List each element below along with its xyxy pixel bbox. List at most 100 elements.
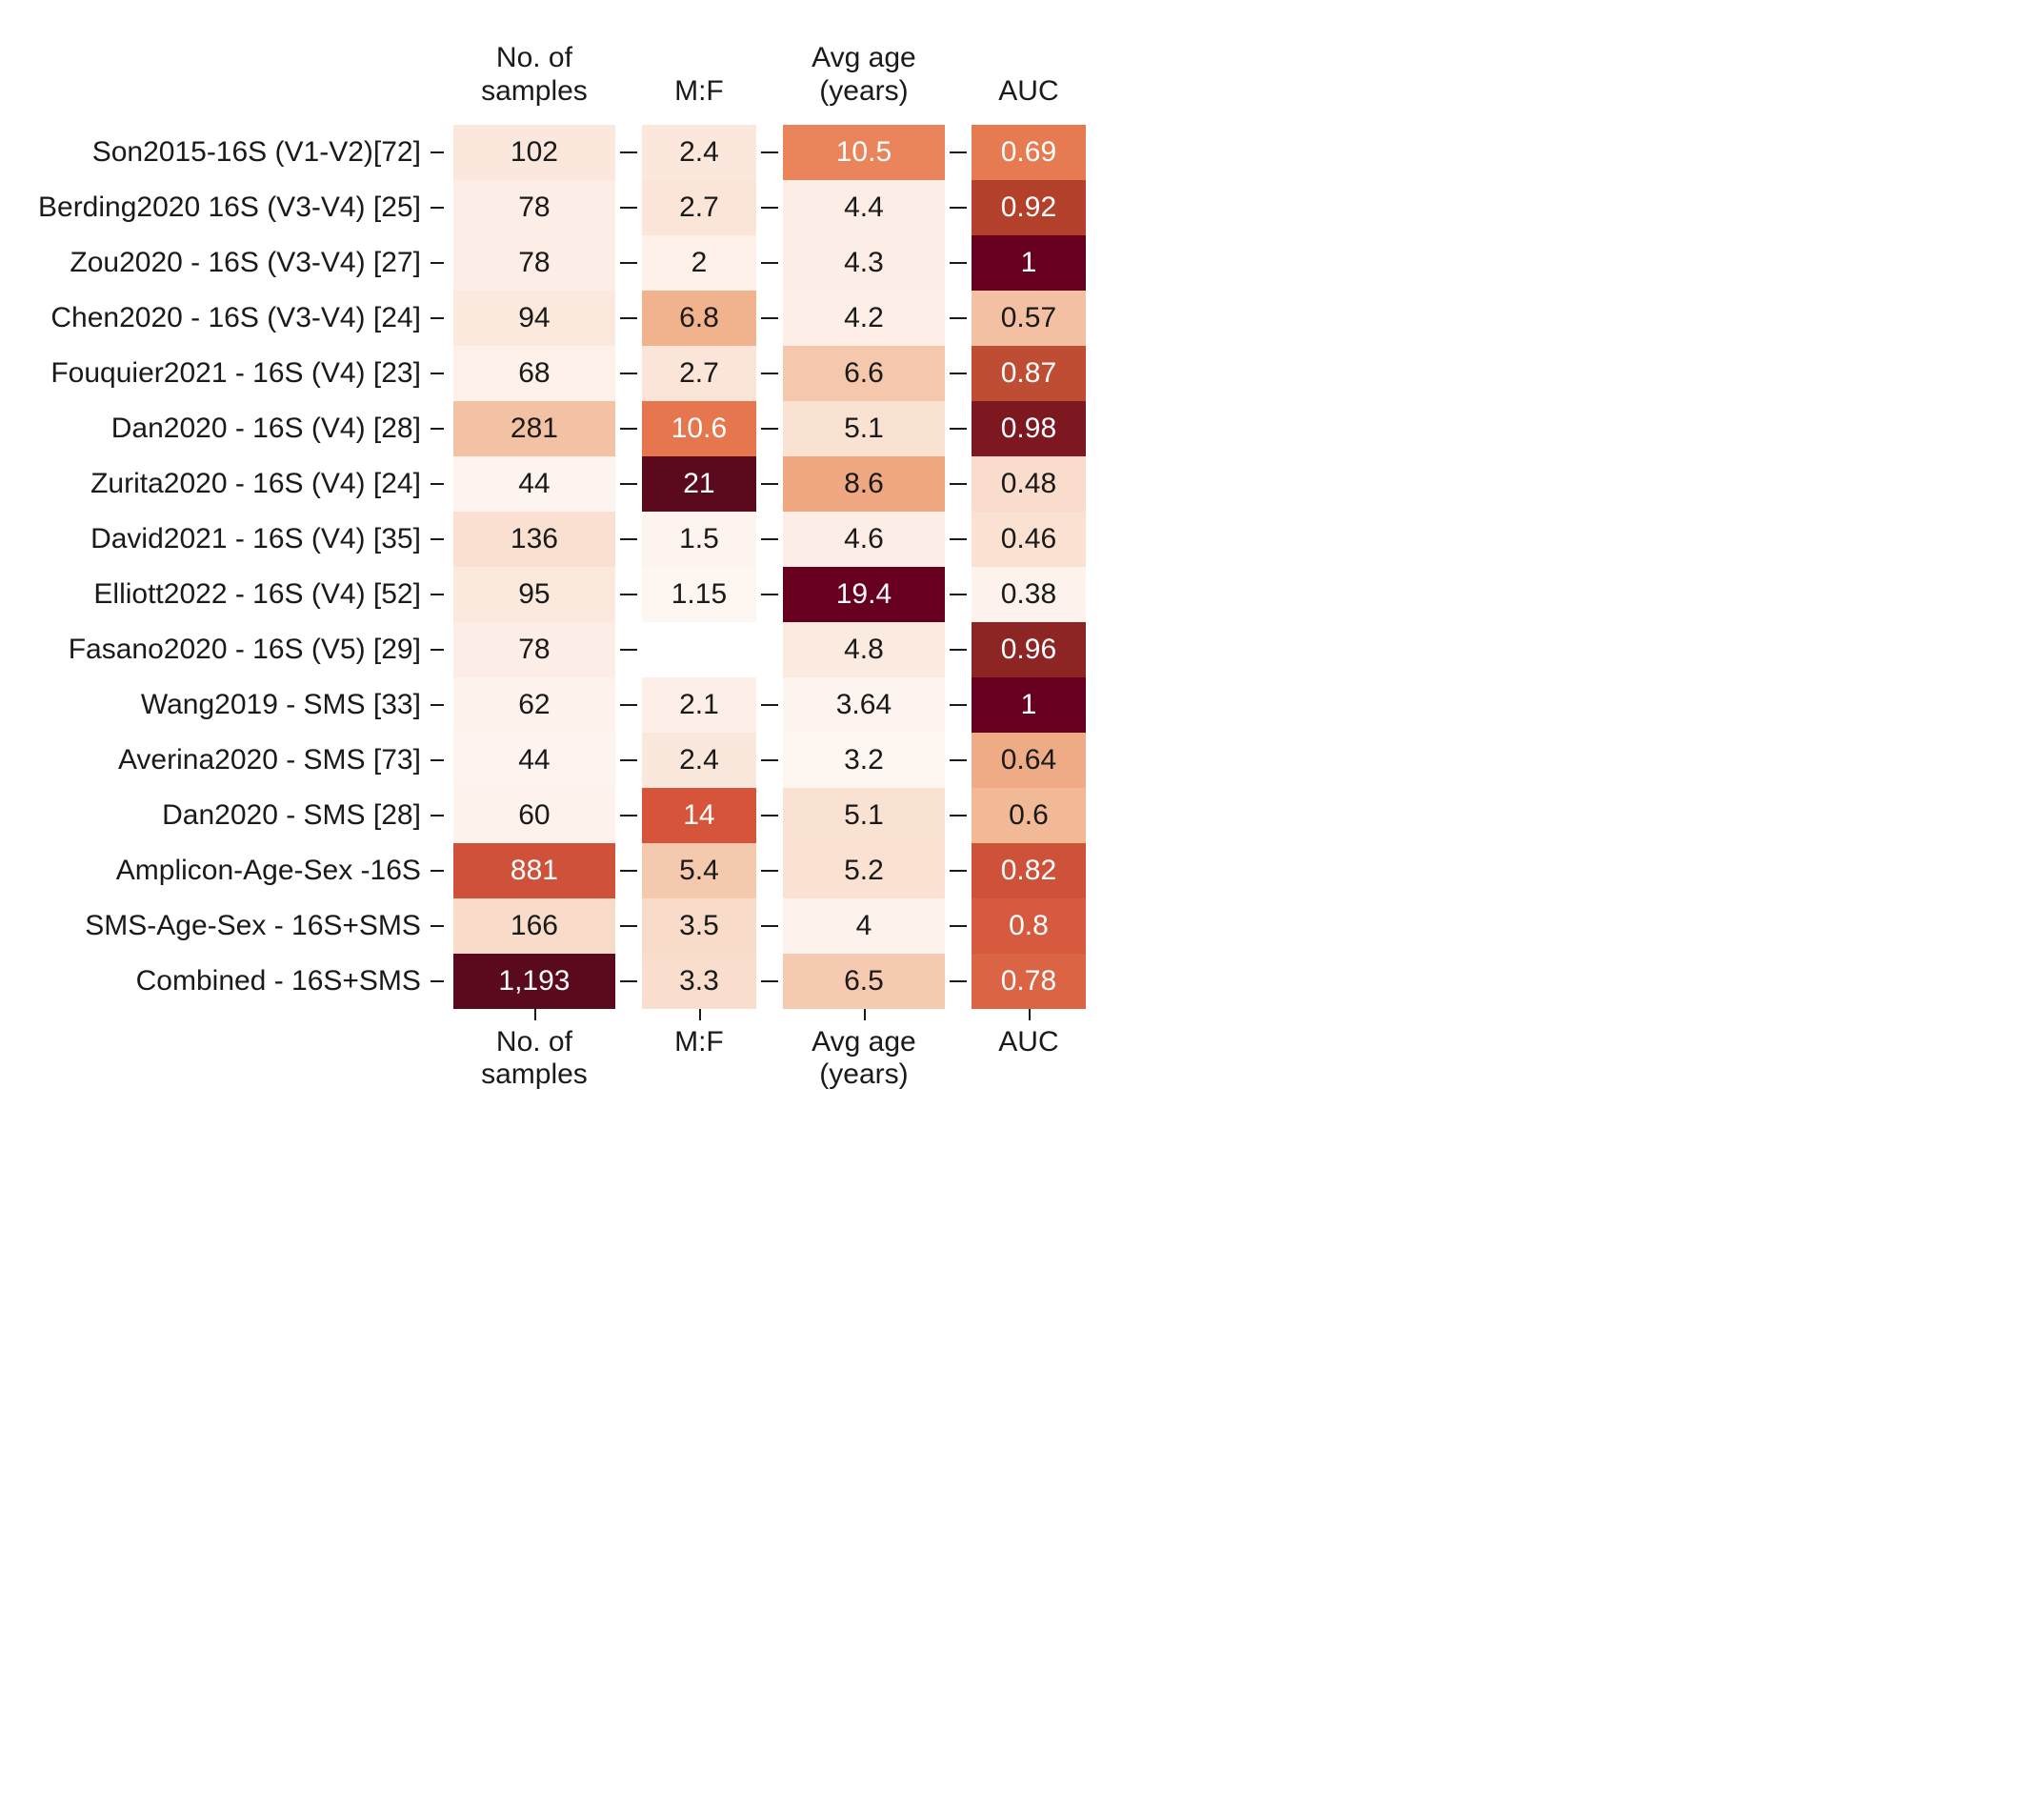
row-tick xyxy=(431,980,444,982)
row-tick xyxy=(431,704,444,706)
tick-dash xyxy=(761,428,778,430)
tick-dash xyxy=(620,207,637,209)
tick-dash xyxy=(761,373,778,374)
row-label: Fouquier2021 - 16S (V4) [23] xyxy=(38,346,453,401)
row-label-text: Berding2020 16S (V3-V4) [25] xyxy=(38,191,421,224)
row-tick xyxy=(431,594,444,595)
tick-dash xyxy=(620,594,637,595)
cell-age: 4 xyxy=(783,898,945,954)
between-tick xyxy=(945,733,972,788)
between-tick xyxy=(615,125,642,180)
row-label: Amplicon-Age-Sex -16S xyxy=(38,843,453,898)
tick-dash xyxy=(761,759,778,761)
between-tick xyxy=(615,622,642,677)
cell-mf: 2.1 xyxy=(642,677,756,733)
tick-dash xyxy=(950,538,967,540)
cell-auc: 1 xyxy=(972,677,1086,733)
between-tick xyxy=(615,235,642,291)
cell-mf: 2.4 xyxy=(642,125,756,180)
tick-dash xyxy=(620,373,637,374)
cell-auc: 0.6 xyxy=(972,788,1086,843)
between-tick xyxy=(945,622,972,677)
cell-mf xyxy=(642,622,756,677)
cell-age: 5.2 xyxy=(783,843,945,898)
cell-samples: 44 xyxy=(453,733,615,788)
row-label-text: Wang2019 - SMS [33] xyxy=(141,689,421,721)
row-label: Combined - 16S+SMS xyxy=(38,954,453,1009)
cell-mf: 10.6 xyxy=(642,401,756,456)
tick-dash xyxy=(950,649,967,651)
tick-dash xyxy=(620,815,637,816)
between-tick xyxy=(756,346,783,401)
cell-age: 5.1 xyxy=(783,788,945,843)
cell-samples: 94 xyxy=(453,291,615,346)
cell-mf: 14 xyxy=(642,788,756,843)
cell-auc: 0.96 xyxy=(972,622,1086,677)
between-tick xyxy=(756,401,783,456)
row-label-text: Son2015-16S (V1-V2)[72] xyxy=(92,136,421,169)
between-tick xyxy=(945,291,972,346)
row-label-text: Averina2020 - SMS [73] xyxy=(118,744,421,776)
cell-age: 4.4 xyxy=(783,180,945,235)
tick-dash xyxy=(761,704,778,706)
between-tick xyxy=(756,180,783,235)
row-tick xyxy=(431,428,444,430)
between-tick xyxy=(756,843,783,898)
bottom-label-spacer xyxy=(38,1022,453,1091)
cell-auc: 0.82 xyxy=(972,843,1086,898)
row-label: Elliott2022 - 16S (V4) [52] xyxy=(38,567,453,622)
cell-age: 3.2 xyxy=(783,733,945,788)
between-tick xyxy=(945,567,972,622)
cell-samples: 1,193 xyxy=(453,954,615,1009)
between-tick xyxy=(615,512,642,567)
row-label: Chen2020 - 16S (V3-V4) [24] xyxy=(38,291,453,346)
tick-dash xyxy=(761,815,778,816)
col-footer-mf: M:F xyxy=(642,1022,756,1091)
between-tick xyxy=(615,456,642,512)
tick-dash xyxy=(761,317,778,319)
tick-dash xyxy=(761,594,778,595)
cell-age: 4.8 xyxy=(783,622,945,677)
cell-age: 19.4 xyxy=(783,567,945,622)
col-header-samples: No. of samples xyxy=(453,38,615,125)
cell-auc: 0.46 xyxy=(972,512,1086,567)
between-tick xyxy=(945,180,972,235)
cell-samples: 78 xyxy=(453,622,615,677)
cell-mf: 5.4 xyxy=(642,843,756,898)
cell-auc: 0.87 xyxy=(972,346,1086,401)
row-label-text: David2021 - 16S (V4) [35] xyxy=(90,523,421,555)
between-tick xyxy=(945,512,972,567)
tick-dash xyxy=(950,207,967,209)
tick-dash xyxy=(761,870,778,872)
tick-dash xyxy=(950,373,967,374)
row-label-text: SMS-Age-Sex - 16S+SMS xyxy=(85,910,421,942)
cell-samples: 136 xyxy=(453,512,615,567)
tick-dash xyxy=(620,980,637,982)
bottom-tick-samples xyxy=(453,1009,615,1022)
row-label: Zou2020 - 16S (V3-V4) [27] xyxy=(38,235,453,291)
tick-dash xyxy=(950,262,967,264)
cell-auc: 0.48 xyxy=(972,456,1086,512)
bottom-label-gap xyxy=(756,1022,783,1091)
tick-dash xyxy=(950,594,967,595)
heatmap-grid: No. of samplesM:FAvg age(years)AUCSon201… xyxy=(38,38,1086,1091)
row-label: Dan2020 - 16S (V4) [28] xyxy=(38,401,453,456)
between-tick xyxy=(756,456,783,512)
row-tick xyxy=(431,815,444,816)
cell-auc: 0.78 xyxy=(972,954,1086,1009)
between-tick xyxy=(945,843,972,898)
row-tick xyxy=(431,151,444,153)
tick-dash xyxy=(620,317,637,319)
cell-auc: 0.64 xyxy=(972,733,1086,788)
tick-dash xyxy=(620,704,637,706)
cell-auc: 0.57 xyxy=(972,291,1086,346)
col-footer-auc: AUC xyxy=(972,1022,1086,1091)
tick-dash xyxy=(761,207,778,209)
cell-age: 5.1 xyxy=(783,401,945,456)
header-spacer xyxy=(38,38,453,125)
between-tick xyxy=(615,733,642,788)
bottom-label-gap xyxy=(615,1022,642,1091)
cell-age: 4.3 xyxy=(783,235,945,291)
row-tick xyxy=(431,759,444,761)
header-gap xyxy=(945,38,972,125)
